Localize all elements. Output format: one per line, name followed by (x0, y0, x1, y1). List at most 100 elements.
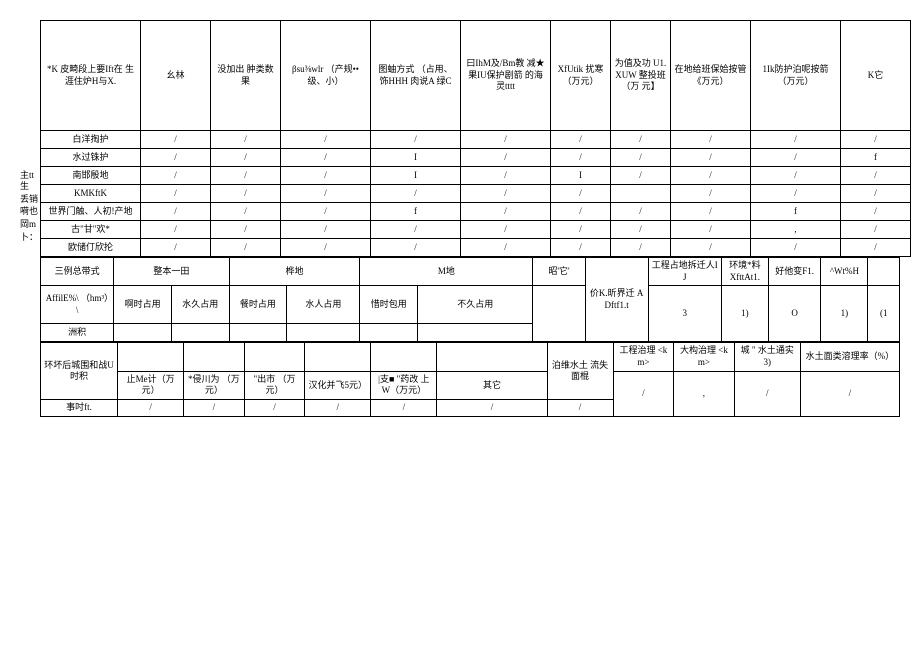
cell (611, 185, 671, 203)
h-c9: 1Ik防护泊呢按箭 （万元） (751, 21, 841, 131)
t3-r2-c0: 事吋ft. (41, 400, 118, 417)
t2-r2-c7: 1) (721, 286, 768, 342)
t2-r2-c3a: 惜时包用 (360, 286, 418, 324)
cell (229, 324, 287, 342)
h-c5: 曰IhM及/Bm教 减★果IU保护剧箭 的海灵tttt (461, 21, 551, 131)
cell: / (551, 149, 611, 167)
t2-r2-c1b: 水久占用 (171, 286, 229, 324)
t2-r2-c0: AffilE%\ （hm³）\ (41, 286, 114, 324)
classification-table: *K 皮畸段上要Ift在 生涯住炉H与X. 幺林 没加出 肿类数果 βsu⅜wl… (40, 20, 911, 257)
cell (171, 324, 229, 342)
cell: / (371, 185, 461, 203)
t2-r1-c3: M地 (360, 258, 533, 286)
cell: I (551, 167, 611, 185)
cell: / (671, 149, 751, 167)
t2-r2-c4 (533, 286, 585, 342)
t2-r1-c9: ^Wt%H (821, 258, 868, 286)
cell: / (211, 149, 281, 167)
cell: / (371, 221, 461, 239)
cell: / (211, 131, 281, 149)
r3-label: KMKftK (41, 185, 141, 203)
h-c1: 幺林 (141, 21, 211, 131)
t2-r2-c8: O (768, 286, 820, 342)
cell (305, 343, 371, 371)
h-c10: K它 (841, 21, 911, 131)
cell: / (371, 131, 461, 149)
governance-table: 环坏后城围和战U 时积 泊维水土 流失面棍 工程治理 <km> 大构治理 <km… (40, 342, 900, 416)
cell (118, 343, 184, 371)
cell: / (841, 167, 911, 185)
cell: / (751, 239, 841, 257)
side-label: 主tt生丢销嗬也岡m卜： (20, 170, 38, 245)
cell: / (281, 149, 371, 167)
cell (114, 324, 172, 342)
t3-r3-c6: / (437, 400, 547, 417)
t3-r2-c3: "出市 （万元） (244, 371, 305, 399)
cell: / (551, 239, 611, 257)
cell: / (281, 239, 371, 257)
cell: / (281, 221, 371, 239)
t3-r1-c8: 工程治理 <km> (613, 343, 674, 371)
h-c2: 没加出 肿类数果 (211, 21, 281, 131)
t3-r1-c9: 大构治理 <km> (674, 343, 735, 371)
cell: / (841, 131, 911, 149)
cell: / (461, 167, 551, 185)
cell: / (211, 167, 281, 185)
t2-r3-c0: 洲积 (41, 324, 114, 342)
cell: / (141, 149, 211, 167)
cell: / (841, 185, 911, 203)
t3-r2-c6: 其它 (437, 371, 547, 399)
t2-r2-c10: (1 (868, 286, 900, 342)
cell: / (141, 203, 211, 221)
cell: / (671, 185, 751, 203)
t3-r2-c2: *侵川为 （万元） (184, 371, 245, 399)
cell (371, 343, 437, 371)
cell: / (671, 203, 751, 221)
cell: / (611, 203, 671, 221)
cell: f (841, 149, 911, 167)
cell: / (461, 185, 551, 203)
r4-label: 世界门触、人初!产地 (41, 203, 141, 221)
h-c6: XfUtik 扰寒（万元） (551, 21, 611, 131)
t2-r2-c2b: 水人占用 (287, 286, 360, 324)
t2-r1-c2: 桦地 (229, 258, 360, 286)
t3-r2-c11: / (800, 371, 899, 416)
cell: / (841, 239, 911, 257)
h-c3: βsu⅜wlr （产规••级、小） (281, 21, 371, 131)
t2-r1-c6: 工程占地拆迁人IJ (648, 258, 721, 286)
cell: / (551, 185, 611, 203)
t3-r3-c3: / (244, 400, 305, 417)
t3-r2-c5: |支■ "药改 上W（万元） (371, 371, 437, 399)
h-c7: 为值及功 U1.XUW 整投班（万 元】 (611, 21, 671, 131)
cell: / (211, 185, 281, 203)
r0-label: 白洋掏护 (41, 131, 141, 149)
cell: / (461, 203, 551, 221)
cell: / (141, 239, 211, 257)
cell: / (751, 185, 841, 203)
t2-r1-c7: 环境*料 XfttAt1. (721, 258, 768, 286)
cell: / (841, 203, 911, 221)
h-c4: 图蚰方式 （占用、饰HHH 肉说A 绿C (371, 21, 461, 131)
t3-r1-c0: 环坏后城围和战U 时积 (41, 343, 118, 400)
cell (360, 324, 418, 342)
t2-r1-c8: 好他变F1. (768, 258, 820, 286)
cell: / (551, 131, 611, 149)
cell: / (671, 167, 751, 185)
cell (287, 324, 360, 342)
t3-r2-c9: , (674, 371, 735, 416)
land-use-table: 三例总带式 整本一田 桦地 M地 昭'它' 价K.昕界迁 ADftf1.t 工程… (40, 257, 900, 342)
cell: / (461, 149, 551, 167)
cell: / (671, 131, 751, 149)
h-c8: 在地给班保姶按管 《万元） (671, 21, 751, 131)
t2-merge: 价K.昕界迁 ADftf1.t (585, 258, 648, 342)
cell: I (371, 167, 461, 185)
r2-label: 南邯殷地 (41, 167, 141, 185)
cell: / (611, 131, 671, 149)
t3-r3-c1: / (118, 400, 184, 417)
cell: f (371, 203, 461, 221)
cell: / (671, 239, 751, 257)
cell: / (281, 131, 371, 149)
cell: / (141, 167, 211, 185)
r5-label: 古"甘"欢* (41, 221, 141, 239)
cell: / (141, 185, 211, 203)
